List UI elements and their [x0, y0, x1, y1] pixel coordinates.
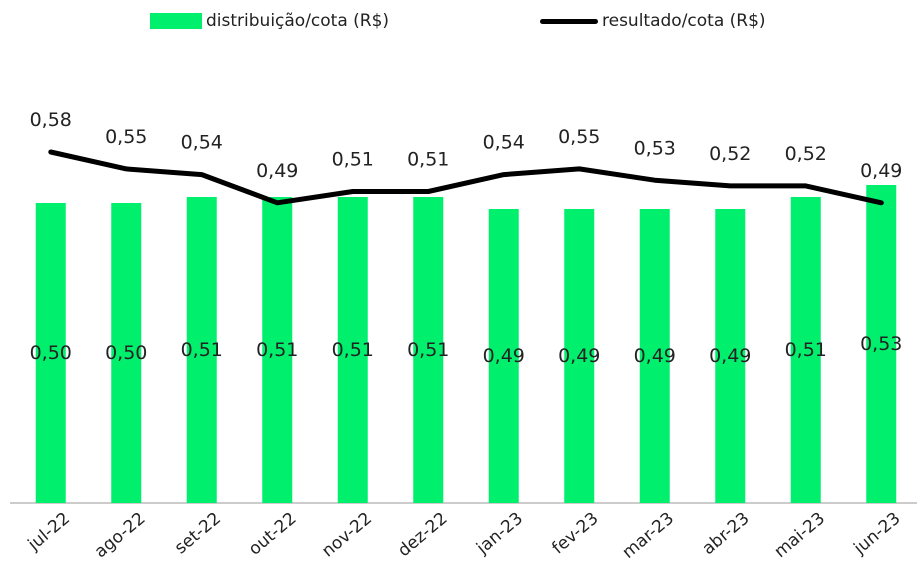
x-tick-set-22: set-22	[171, 509, 225, 559]
bar-abr-23	[715, 209, 746, 503]
bar-jan-23	[488, 209, 519, 503]
legend-line: resultado/cota (R$)	[540, 10, 766, 32]
x-tick-mai-23: mai-23	[771, 509, 829, 563]
bar-jul-22	[35, 203, 66, 503]
bar-mar-23	[639, 209, 670, 503]
bar-label-mai-23: 0,51	[785, 339, 827, 361]
line-label-nov-22: 0,51	[332, 149, 374, 171]
line-label-mar-23: 0,53	[634, 137, 676, 159]
x-tick-abr-23: abr-23	[699, 509, 754, 560]
line-label-mai-23: 0,52	[785, 143, 827, 165]
line-label-jul-22: 0,58	[30, 109, 72, 131]
bar-jun-23	[866, 185, 897, 503]
bar-nov-22	[337, 197, 368, 503]
line-label-out-22: 0,49	[256, 160, 298, 182]
x-tick-nov-22: nov-22	[318, 509, 376, 562]
bar-set-22	[186, 197, 217, 503]
legend-bar-label: distribuição/cota (R$)	[206, 11, 390, 31]
line-label-dez-22: 0,51	[407, 149, 449, 171]
legend-line-label: resultado/cota (R$)	[602, 11, 766, 31]
bar-label-mar-23: 0,49	[634, 345, 676, 367]
line-label-jan-23: 0,54	[483, 132, 525, 154]
x-tick-ago-22: ago-22	[91, 509, 150, 563]
bar-label-jun-23: 0,53	[860, 333, 902, 355]
x-tick-mar-23: mar-23	[619, 509, 678, 563]
bar-ago-22	[111, 203, 142, 503]
line-label-ago-22: 0,55	[105, 126, 147, 148]
x-tick-jan-23: jan-23	[472, 509, 527, 559]
line-label-abr-23: 0,52	[709, 143, 751, 165]
x-tick-out-22: out-22	[245, 509, 300, 560]
legend-bar: distribuição/cota (R$)	[150, 10, 389, 32]
bar-label-ago-22: 0,50	[105, 342, 147, 364]
line-label-set-22: 0,54	[181, 132, 223, 154]
bar-mai-23	[790, 197, 821, 503]
bar-out-22	[262, 197, 293, 503]
bar-dez-22	[413, 197, 444, 503]
bar-label-jan-23: 0,49	[483, 345, 525, 367]
bar-label-abr-23: 0,49	[709, 345, 751, 367]
bar-label-jul-22: 0,50	[30, 342, 72, 364]
line-label-fev-23: 0,55	[558, 126, 600, 148]
bar-label-nov-22: 0,51	[332, 339, 374, 361]
legend-line-swatch	[540, 18, 598, 24]
x-tick-fev-23: fev-23	[548, 509, 602, 559]
bar-fev-23	[564, 209, 595, 503]
x-tick-jun-23: jun-23	[849, 509, 904, 560]
x-tick-jul-22: jul-22	[24, 509, 74, 556]
legend-bar-swatch	[150, 13, 202, 29]
x-tick-dez-22: dez-22	[394, 509, 451, 562]
bar-label-out-22: 0,51	[256, 339, 298, 361]
bar-label-fev-23: 0,49	[558, 345, 600, 367]
line-label-jun-23: 0,49	[860, 160, 902, 182]
line-series-resultado	[48, 149, 884, 206]
bar-label-dez-22: 0,51	[407, 339, 449, 361]
bar-label-set-22: 0,51	[181, 339, 223, 361]
